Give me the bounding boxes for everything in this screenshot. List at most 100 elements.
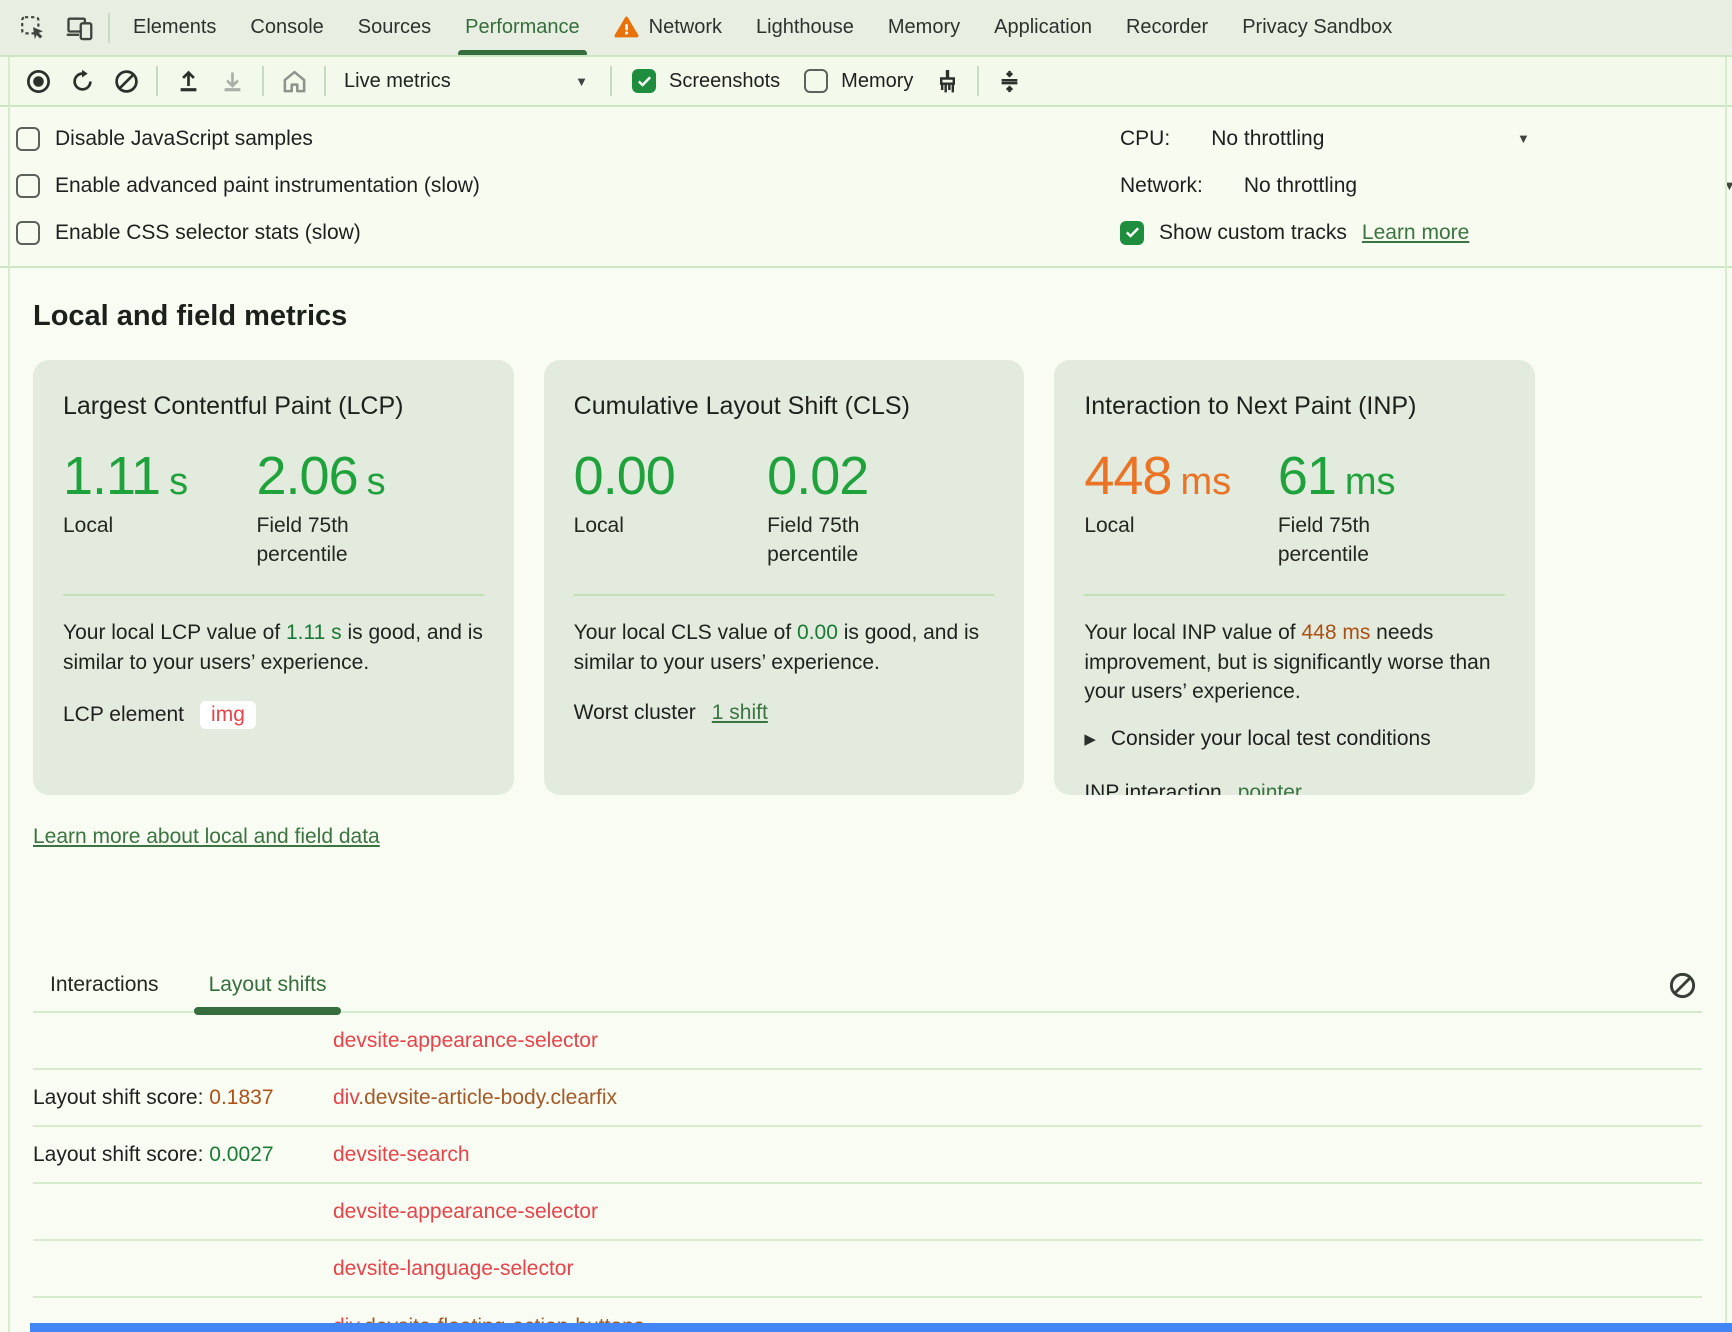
toolbar-divider	[262, 66, 264, 96]
clear-log-button[interactable]	[1662, 965, 1702, 1005]
layout-shift-row[interactable]: devsite-appearance-selector	[33, 1184, 1702, 1241]
page-title: Local and field metrics	[33, 300, 348, 332]
inp-interaction-link[interactable]: pointer	[1237, 781, 1302, 795]
cpu-throttling-row[interactable]: CPU: No throttling ▼	[1120, 115, 1732, 162]
tab-label: Console	[250, 16, 324, 38]
learn-more-local-field-link[interactable]: Learn more about local and field data	[33, 825, 380, 848]
tab-label: Sources	[357, 16, 432, 38]
disable-js-samples-row[interactable]: Disable JavaScript samples	[16, 115, 480, 162]
chevron-down-icon: ▼	[1517, 131, 1530, 146]
layout-shift-row[interactable]: Layout shift score: 0.0027 devsite-searc…	[33, 1127, 1702, 1184]
worst-cluster-link[interactable]: 1 shift	[711, 701, 768, 725]
inp-card: Interaction to Next Paint (INP) 448 ms 61…	[1054, 360, 1535, 795]
tab-interactions[interactable]: Interactions	[50, 973, 159, 996]
css-selector-stats-row[interactable]: Enable CSS selector stats (slow)	[16, 209, 480, 256]
tab-label: Application	[994, 16, 1092, 38]
cls-description: Your local CLS value of 0.00 is good, an…	[573, 620, 980, 674]
local-label: Local	[573, 514, 624, 537]
tab-layout-shifts[interactable]: Layout shifts	[192, 959, 344, 1015]
network-label: Network:	[1120, 173, 1203, 197]
screenshots-checkbox-row[interactable]: Screenshots	[632, 69, 780, 93]
device-toolbar-icon	[65, 14, 93, 42]
screenshots-checkbox[interactable]	[632, 69, 656, 93]
chevron-down-icon: ▼	[1723, 178, 1732, 193]
inp-local-value: 448 ms	[1084, 446, 1232, 506]
card-title: Interaction to Next Paint (INP)	[1084, 392, 1417, 420]
tab-label: Performance	[465, 16, 580, 38]
show-custom-tracks-checkbox[interactable]	[1120, 220, 1144, 245]
show-custom-tracks-row[interactable]: Show custom tracks Learn more	[1120, 209, 1732, 256]
field-label: Field 75th percentile	[767, 514, 860, 567]
inp-field-value: 61 ms	[1277, 446, 1396, 506]
bottom-selection-strip	[30, 1323, 1732, 1332]
clear-icon	[1667, 970, 1698, 1001]
triangle-right-icon: ▶	[1084, 731, 1096, 749]
tab-lighthouse[interactable]: Lighthouse	[739, 0, 871, 55]
toolbar-divider	[977, 66, 980, 96]
memory-checkbox-row[interactable]: Memory	[804, 69, 913, 93]
tab-application[interactable]: Application	[977, 0, 1109, 55]
save-profile-button[interactable]	[210, 61, 254, 101]
reload-and-record-button[interactable]	[60, 61, 104, 101]
cpu-throttling-select[interactable]: No throttling	[1211, 126, 1325, 150]
home-button[interactable]	[272, 61, 316, 101]
advanced-paint-checkbox[interactable]	[16, 173, 40, 198]
cpu-label: CPU:	[1120, 126, 1171, 150]
expander-label: Consider your local test conditions	[1110, 727, 1431, 751]
tab-elements[interactable]: Elements	[116, 0, 233, 55]
network-throttling-select[interactable]: No throttling	[1243, 173, 1358, 197]
record-button[interactable]	[16, 61, 60, 101]
panel-mode-select[interactable]: Live metrics ▼	[334, 70, 602, 93]
collapse-arrows-icon	[996, 68, 1023, 95]
garbage-brush-icon	[933, 67, 962, 96]
tab-label: Lighthouse	[756, 16, 854, 38]
custom-tracks-learn-more-link[interactable]: Learn more	[1361, 220, 1470, 244]
card-divider	[63, 593, 484, 596]
throttling-settings: CPU: No throttling ▼ Network: No throttl…	[1120, 115, 1732, 256]
chevron-down-icon: ▼	[575, 73, 588, 89]
load-profile-button[interactable]	[166, 61, 210, 101]
show-custom-tracks-label: Show custom tracks	[1159, 220, 1347, 244]
inp-interaction-label: INP interaction	[1084, 781, 1222, 795]
layout-shift-row[interactable]: devsite-language-selector	[33, 1241, 1702, 1298]
capture-settings: Disable JavaScript samples Enable advanc…	[0, 107, 1732, 268]
inspect-element-button[interactable]	[10, 0, 56, 55]
collect-garbage-button[interactable]	[925, 61, 969, 101]
tab-memory[interactable]: Memory	[871, 0, 977, 55]
cls-local-value: 0.00	[573, 446, 676, 506]
tab-sources[interactable]: Sources	[341, 0, 448, 55]
network-throttling-row[interactable]: Network: No throttling ▼	[1120, 162, 1732, 209]
tab-privacy-sandbox[interactable]: Privacy Sandbox	[1225, 0, 1409, 55]
worst-cluster-row: Worst cluster 1 shift	[574, 701, 995, 725]
tab-network[interactable]: Network	[597, 0, 739, 55]
clear-recording-button[interactable]	[104, 61, 148, 101]
card-title: Cumulative Layout Shift (CLS)	[573, 392, 910, 420]
device-toolbar-button[interactable]	[56, 0, 102, 55]
tab-recorder[interactable]: Recorder	[1109, 0, 1225, 55]
tab-label: Recorder	[1125, 16, 1209, 38]
performance-toolbar: Live metrics ▼ Screenshots Memory	[0, 57, 1732, 107]
lcp-element-badge[interactable]: img	[200, 701, 256, 730]
tab-performance[interactable]: Performance	[448, 0, 597, 55]
lcp-field-value: 2.06 s	[256, 446, 386, 506]
local-label: Local	[1084, 514, 1135, 537]
css-selector-stats-checkbox[interactable]	[16, 220, 40, 245]
lcp-element-label: LCP element	[63, 703, 185, 727]
advanced-paint-row[interactable]: Enable advanced paint instrumentation (s…	[16, 162, 480, 209]
tab-label: Elements	[133, 16, 217, 38]
upload-icon	[175, 68, 202, 95]
tab-console[interactable]: Console	[233, 0, 340, 55]
lcp-card: Largest Contentful Paint (LCP) 1.11 s 2.0…	[33, 360, 514, 795]
memory-checkbox[interactable]	[804, 69, 829, 93]
layout-shift-row[interactable]: devsite-appearance-selector	[33, 1013, 1702, 1070]
disable-js-samples-checkbox[interactable]	[16, 126, 40, 151]
toolbar-divider	[610, 66, 612, 96]
collapse-panel-button[interactable]	[987, 61, 1031, 101]
tab-label: Network	[648, 16, 722, 38]
capture-settings-left: Disable JavaScript samples Enable advanc…	[16, 115, 480, 256]
tabbar-divider	[108, 12, 110, 43]
lcp-description: Your local LCP value of 1.11 s is good, …	[63, 620, 483, 674]
layout-shift-row[interactable]: Layout shift score: 0.1837 div.devsite-a…	[33, 1070, 1702, 1127]
local-test-conditions-expander[interactable]: ▶ Consider your local test conditions	[1084, 727, 1505, 751]
